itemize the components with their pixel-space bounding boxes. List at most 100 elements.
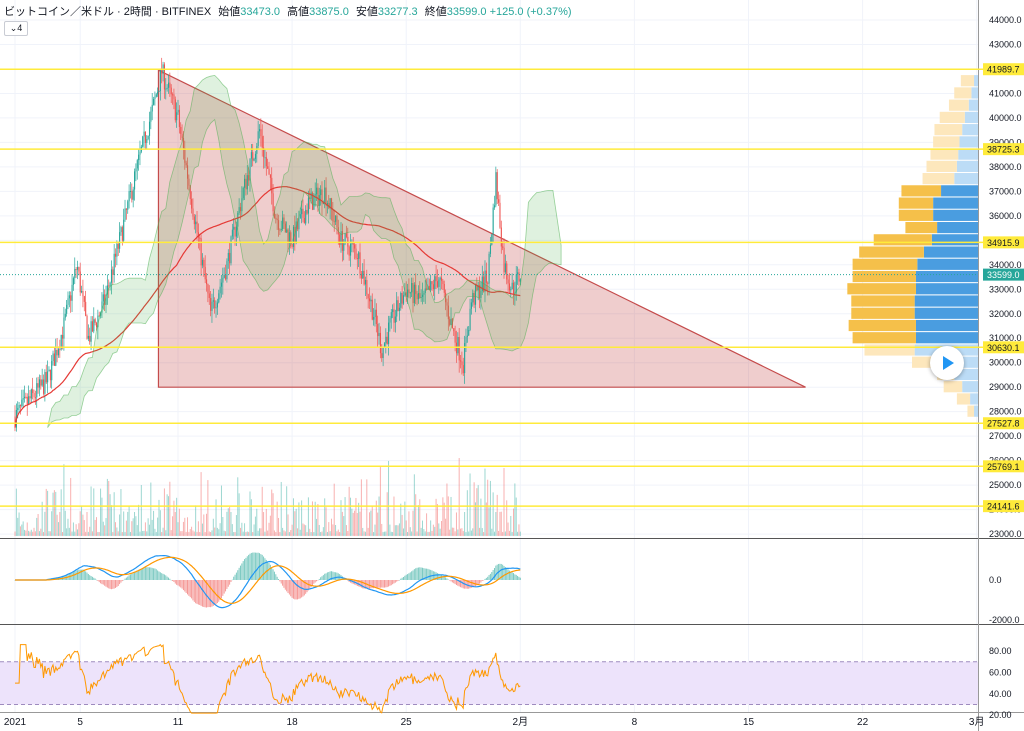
candle — [454, 331, 456, 343]
candle — [405, 292, 407, 298]
macd-hist-bar — [447, 579, 449, 580]
macd-hist-bar — [454, 580, 456, 585]
macd-hist-bar — [279, 580, 281, 582]
candle — [344, 233, 346, 244]
volume-bar — [519, 531, 521, 536]
candle — [47, 371, 49, 383]
candle — [381, 353, 383, 359]
volume-bar — [457, 529, 459, 536]
volume-bar — [257, 530, 259, 536]
macd-hist-bar — [78, 569, 80, 580]
volume-bar — [333, 483, 335, 536]
candle — [49, 369, 51, 381]
volume-bar — [451, 527, 453, 536]
candle — [151, 104, 153, 112]
candle — [82, 291, 84, 297]
macd-hist-bar — [218, 580, 220, 602]
macd-hist-bar — [260, 554, 262, 580]
candle — [496, 172, 498, 200]
volume-bar — [295, 508, 297, 536]
candle — [200, 238, 202, 266]
macd-hist-bar — [86, 572, 88, 580]
macd-hist-bar — [306, 580, 308, 593]
volume-bar — [344, 497, 346, 536]
candle — [314, 194, 316, 196]
grid — [0, 0, 978, 712]
macd-hist-bar — [192, 580, 194, 601]
profile-buy-bar — [970, 393, 978, 405]
volume-bar — [235, 515, 237, 536]
macd-hist-bar — [417, 567, 419, 580]
macd-hist-bar — [423, 568, 425, 580]
macd-hist-bar — [261, 554, 263, 580]
candle — [333, 221, 335, 223]
volume-bar — [447, 496, 449, 536]
candle — [204, 266, 206, 280]
volume-bar — [479, 527, 481, 536]
macd-hist-bar — [491, 572, 493, 580]
volume-bar — [496, 494, 498, 536]
indicator-toggle-button[interactable]: ⌄4 — [4, 21, 28, 36]
candle — [70, 295, 72, 301]
candle — [326, 203, 329, 206]
macd-hist-bar — [358, 580, 360, 587]
macd-hist-bar — [313, 580, 315, 584]
candle — [443, 283, 445, 293]
profile-buy-bar — [956, 160, 978, 172]
macd-hist-bar — [187, 580, 189, 595]
macd-hist-bar — [388, 580, 390, 587]
macd-hist-bar — [385, 580, 387, 588]
candle — [462, 365, 464, 374]
volume-bar — [492, 492, 494, 536]
volume-bar — [18, 512, 20, 536]
y-tick-label: 34000.0 — [989, 260, 1022, 270]
level-price-label: 38725.3 — [987, 145, 1020, 155]
volume-bar — [282, 527, 284, 536]
volume-bar — [90, 486, 92, 536]
macd-hist-bar — [460, 580, 462, 588]
macd-hist-bar — [394, 580, 396, 583]
volume-bar — [394, 525, 396, 536]
volume-bar — [244, 523, 246, 536]
macd-hist-bar — [295, 580, 297, 600]
candle — [423, 292, 425, 295]
macd-hist-bar — [110, 580, 112, 590]
macd-hist-bar — [169, 578, 171, 580]
profile-sell-bar — [930, 148, 959, 160]
symbol-title: ビットコイン／米ドル · 2時間 · BITFINEX — [4, 6, 212, 18]
macd-hist-bar — [288, 580, 290, 595]
macd-hist-bar — [493, 568, 495, 580]
y-tick-label: 27000.0 — [989, 431, 1022, 441]
volume-bar — [166, 494, 168, 536]
profile-buy-bar — [971, 87, 978, 99]
profile-buy-bar — [915, 283, 978, 295]
candle — [409, 292, 411, 294]
candle — [78, 266, 80, 272]
macd-hist-bar — [332, 571, 334, 580]
candle — [428, 285, 430, 291]
candle — [216, 302, 218, 308]
candle — [199, 237, 201, 239]
macd-hist-bar — [335, 572, 337, 580]
play-button[interactable] — [930, 346, 964, 380]
candle — [427, 285, 429, 290]
volume-bar — [268, 522, 270, 536]
candle — [298, 218, 300, 230]
profile-buy-bar — [941, 185, 978, 197]
macd-hist-bar — [347, 580, 349, 581]
volume-bar — [24, 529, 26, 536]
macd-hist-bar — [483, 580, 485, 581]
macd-hist-bar — [148, 567, 150, 580]
profile-buy-bar — [974, 75, 978, 87]
candle — [57, 349, 60, 356]
candle — [359, 252, 361, 274]
macd-hist-bar — [298, 580, 300, 599]
candle — [397, 300, 399, 311]
volume-bar — [59, 511, 61, 536]
candle — [237, 212, 239, 227]
macd-hist-bar — [515, 574, 517, 580]
volume-bar — [386, 492, 388, 536]
profile-sell-bar — [898, 209, 934, 221]
candle — [363, 270, 365, 285]
macd-hist-bar — [446, 578, 448, 580]
